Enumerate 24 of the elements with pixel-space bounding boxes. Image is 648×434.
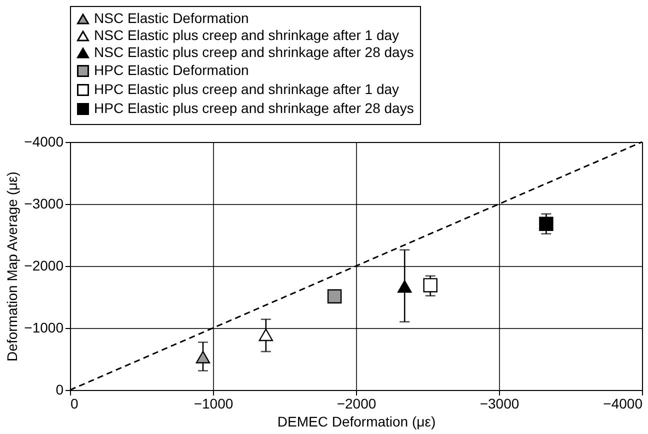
x-tick-label: −1000 bbox=[194, 396, 234, 412]
point bbox=[539, 216, 554, 231]
y-axis-title: Deformation Map Average (με) bbox=[4, 172, 20, 362]
x-tick-label: 0 bbox=[70, 396, 78, 412]
legend-label: NSC Elastic plus creep and shrinkage after 28 days bbox=[94, 44, 414, 60]
point bbox=[258, 328, 274, 342]
y-tick-label: −4000 bbox=[24, 134, 64, 150]
y-tick-label: −2000 bbox=[24, 258, 64, 274]
x-tick-label: −2000 bbox=[336, 396, 376, 412]
point bbox=[398, 280, 412, 293]
x-axis-title: DEMEC Deformation (με) bbox=[277, 414, 436, 430]
x-tick-label: −4000 bbox=[603, 396, 643, 412]
legend-label: NSC Elastic Deformation bbox=[94, 10, 249, 26]
legend-label: HPC Elastic plus creep and shrinkage after 28 days bbox=[94, 100, 414, 116]
legend-label: NSC Elastic plus creep and shrinkage after 1 day bbox=[94, 27, 400, 43]
y-tick-label: 0 bbox=[56, 382, 64, 398]
y-tick-label: −3000 bbox=[24, 196, 64, 212]
point bbox=[196, 350, 210, 364]
legend-label: HPC Elastic Deformation bbox=[94, 62, 249, 78]
legend-label: HPC Elastic plus creep and shrinkage after 1 day bbox=[94, 81, 400, 97]
x-tick-label: −3000 bbox=[480, 396, 520, 412]
point bbox=[327, 289, 342, 304]
y-tick-label: −1000 bbox=[24, 320, 64, 336]
point bbox=[423, 278, 438, 292]
